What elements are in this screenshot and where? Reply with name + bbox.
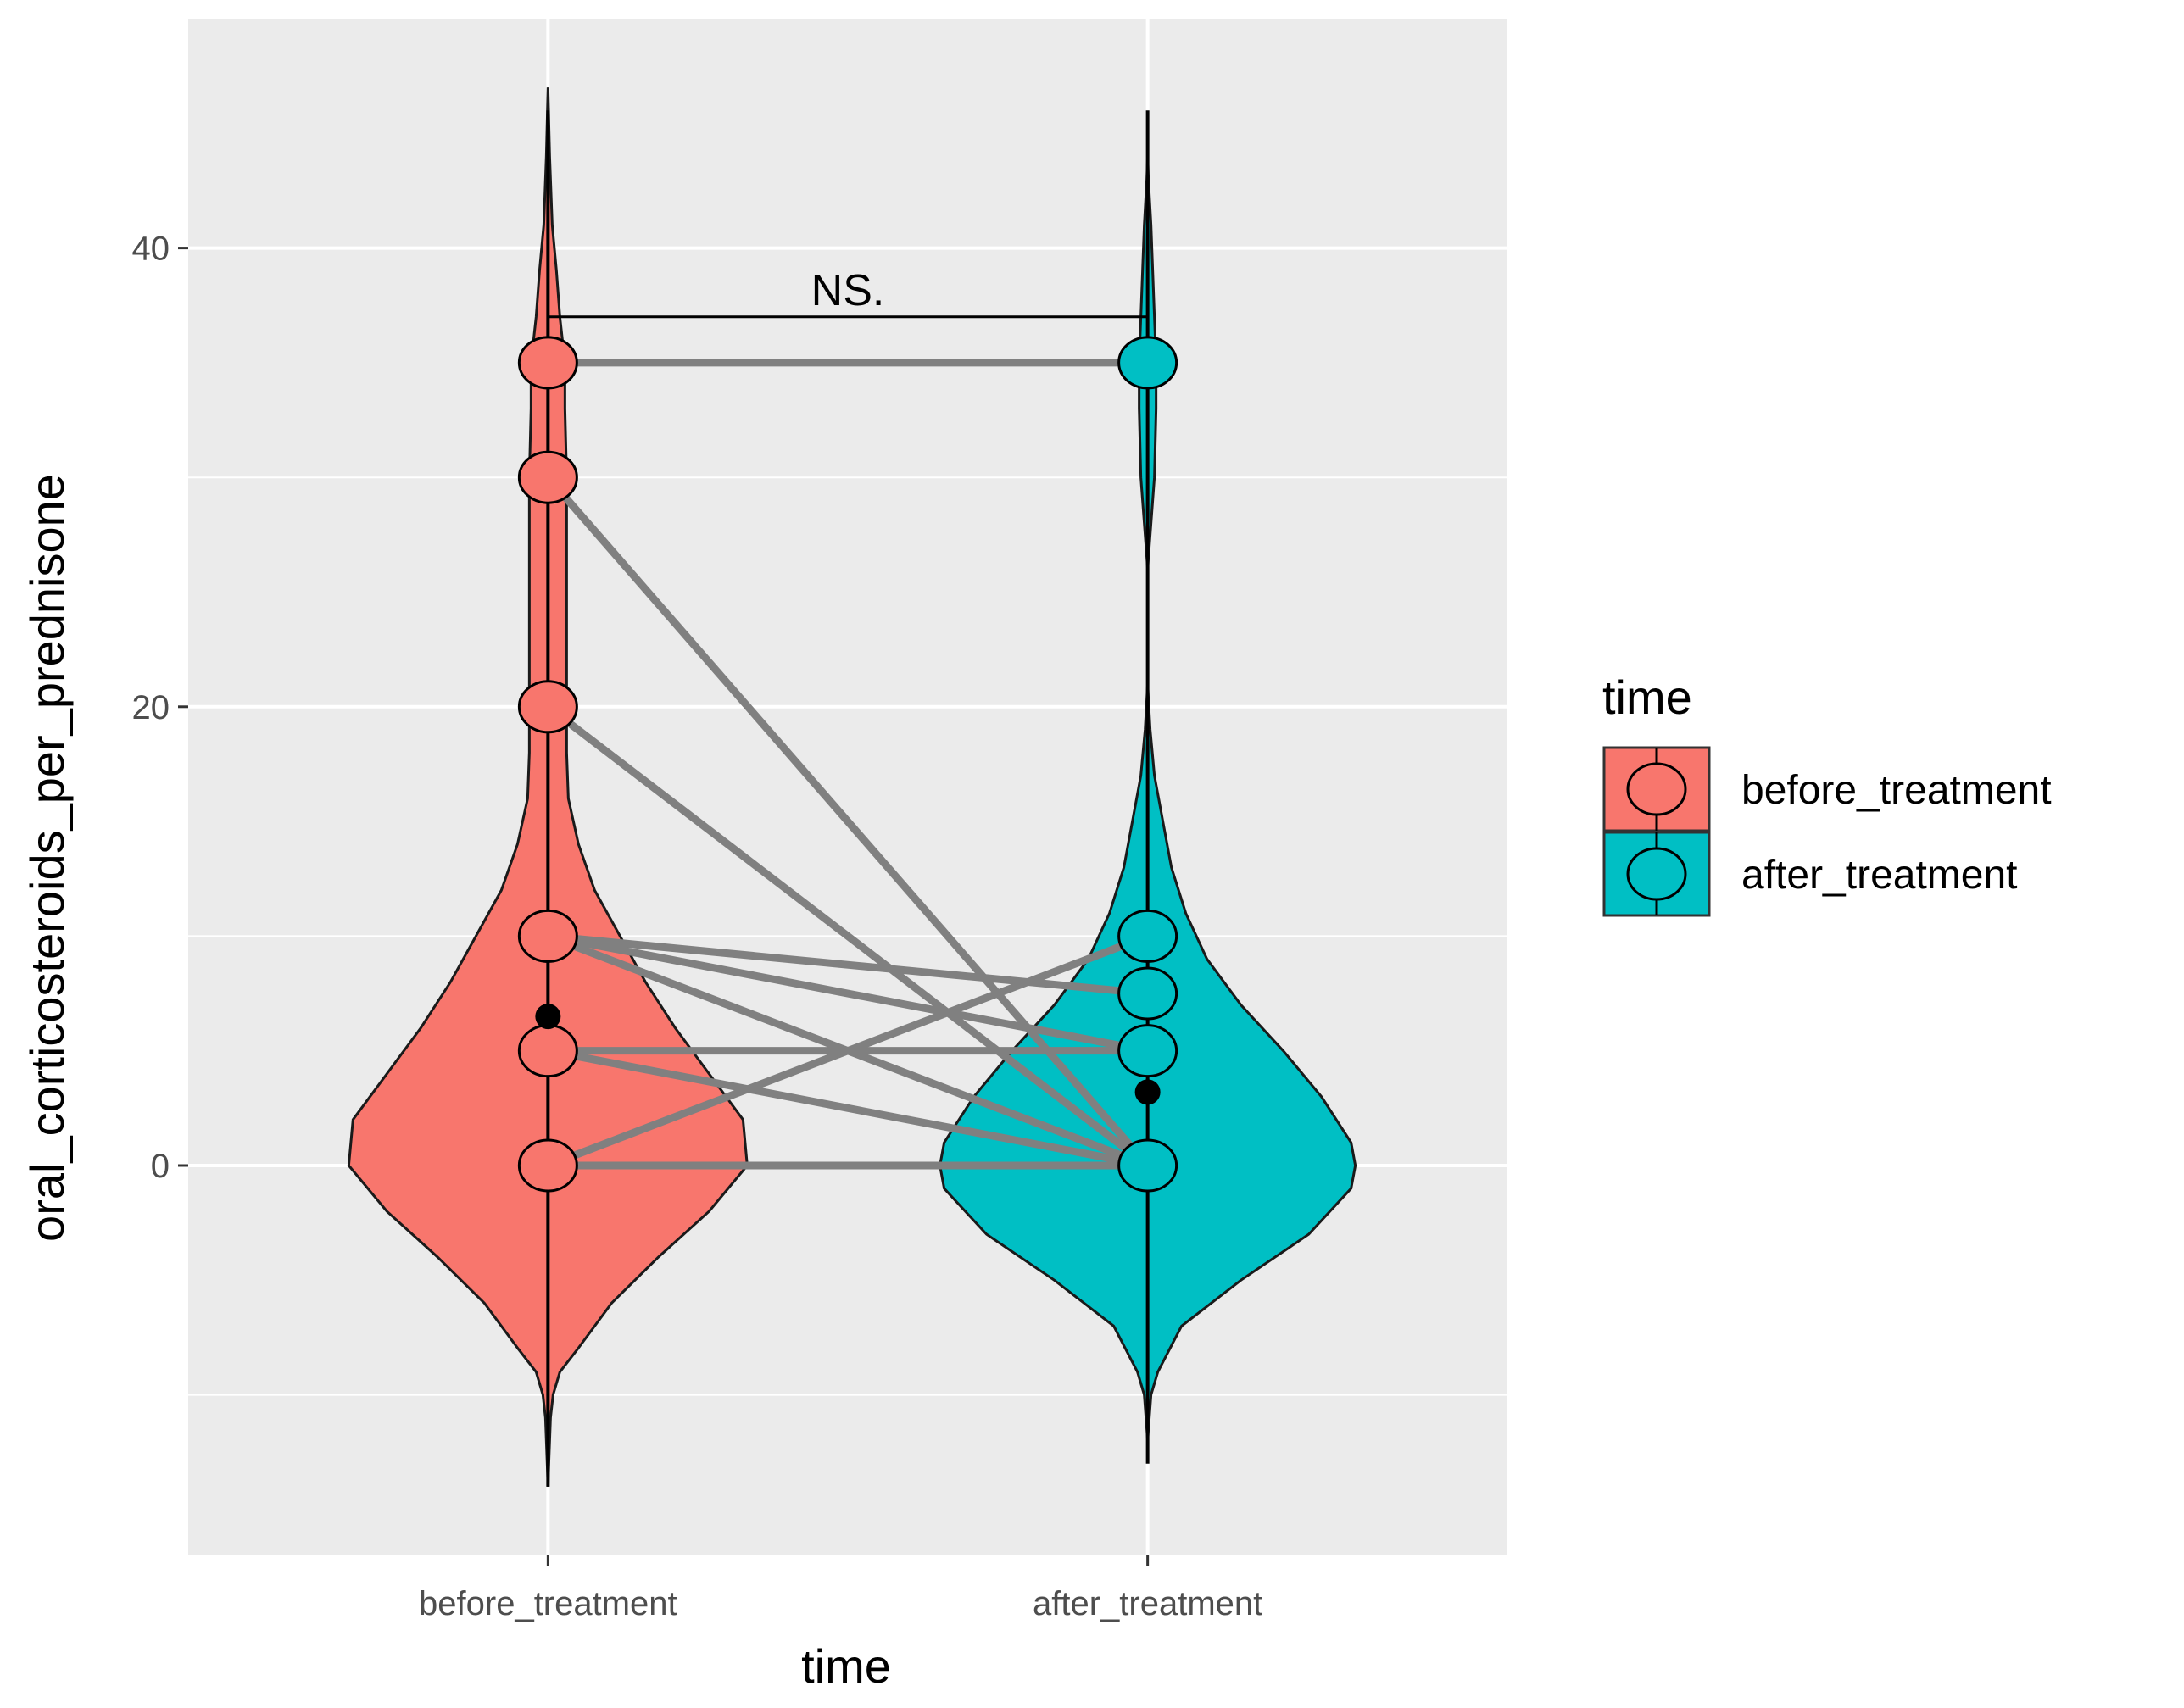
data-point: [1117, 1138, 1178, 1193]
legend: time before_treatment after_treatment: [1602, 670, 2052, 917]
data-point: [1117, 966, 1178, 1021]
pair-line: [547, 932, 1149, 998]
mean-marker: [535, 1004, 561, 1030]
paired-lines: [544, 359, 1151, 1170]
significance-annotation: NS.: [546, 266, 1150, 332]
plot-panel: [188, 19, 1507, 1555]
pair-line: [547, 932, 1149, 1055]
data-points: [517, 336, 1178, 1193]
data-point: [517, 680, 578, 734]
data-point: [1117, 1024, 1178, 1078]
legend-key-point: [1626, 847, 1687, 901]
data-point: [1117, 336, 1178, 390]
x-axis: before_treatment after_treatment: [419, 1555, 1262, 1622]
legend-title: time: [1602, 670, 1692, 724]
y-tick-label: 40: [132, 231, 170, 268]
data-point: [517, 1138, 578, 1193]
y-tick-label: 20: [132, 689, 170, 726]
data-point: [517, 450, 578, 504]
y-axis-title: oral_corticosteroids_per_prednisone: [20, 474, 74, 1242]
data-point: [517, 1024, 578, 1078]
x-tick-label: before_treatment: [419, 1585, 677, 1622]
x-axis-title: time: [801, 1639, 891, 1693]
pair-line: [547, 1047, 1149, 1170]
x-tick-label: after_treatment: [1033, 1585, 1262, 1622]
mean-markers: [535, 1004, 1161, 1105]
data-point: [1117, 909, 1178, 963]
legend-key-point: [1626, 762, 1687, 816]
legend-label: before_treatment: [1741, 768, 2052, 813]
y-tick-label: 0: [151, 1148, 170, 1185]
y-axis: 0 20 40: [132, 231, 188, 1185]
data-point: [517, 909, 578, 963]
legend-label: after_treatment: [1741, 853, 2018, 898]
significance-label: NS.: [811, 266, 885, 315]
pair-line: [546, 932, 1150, 1170]
data-point: [517, 336, 578, 390]
mean-marker: [1134, 1079, 1161, 1105]
significance-bracket: [546, 315, 1150, 332]
pair-line: [545, 704, 1150, 1169]
